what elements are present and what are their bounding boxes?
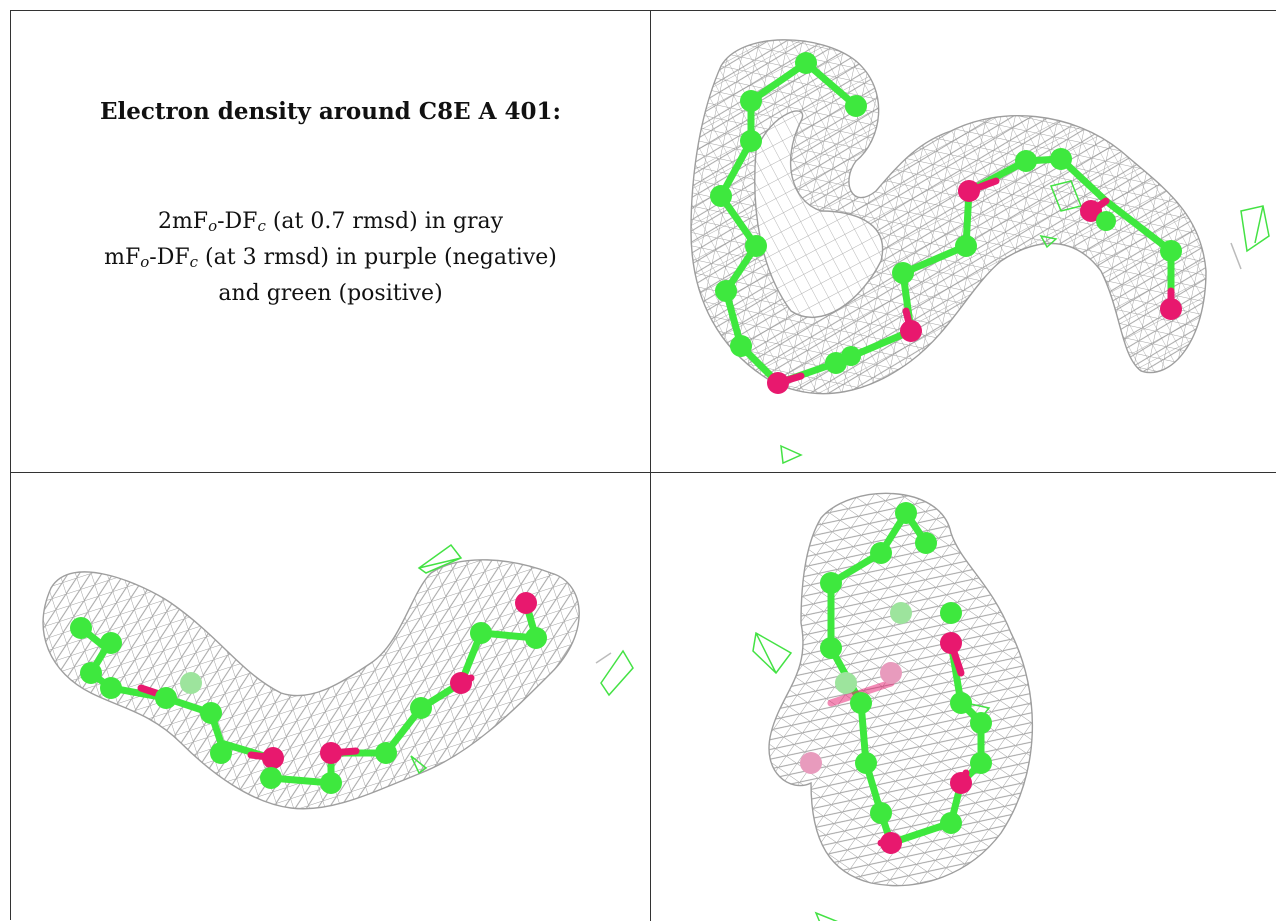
density-view-2 [42, 543, 634, 810]
caption-cell: Electron density around C8E A 401: 2mFo-… [11, 11, 650, 472]
horizontal-divider [11, 472, 1276, 473]
legend-line-2fo: 2mFo-DFc (at 0.7 rmsd) in gray [11, 206, 650, 242]
positive-density [410, 543, 634, 775]
l2b: -DF [149, 245, 190, 270]
gray-mesh [768, 492, 1034, 887]
molecule-model-1 [710, 52, 1182, 394]
legend-line-fo: mFo-DFc (at 3 rmsd) in purple (negative) [11, 242, 650, 278]
l2a: mF [104, 245, 141, 270]
gray-mesh [690, 39, 1207, 395]
caption-title: Electron density around C8E A 401: [100, 98, 561, 125]
bottom-left-view [11, 473, 650, 921]
bottom-right-view [651, 473, 1276, 921]
l2s2: c [189, 253, 199, 271]
l1s2: c [257, 217, 266, 235]
molecule-model-2 [70, 592, 547, 794]
top-right-view [651, 11, 1276, 472]
l1a: 2mF [157, 209, 209, 234]
positive-density [780, 180, 1270, 465]
figure-grid: Electron density around C8E A 401: 2mFo-… [10, 10, 1276, 921]
l1c: (at 0.7 rmsd) in gray [265, 209, 504, 234]
l1s1: o [208, 217, 218, 235]
caption-legend: 2mFo-DFc (at 0.7 rmsd) in gray mFo-DFc (… [11, 206, 650, 309]
density-view-1 [690, 39, 1270, 465]
l2s1: o [140, 253, 150, 271]
vertical-divider [650, 11, 651, 921]
molecule-model-3 [800, 502, 992, 854]
density-view-3 [752, 492, 1034, 921]
gray-mesh [42, 559, 580, 810]
l1b: -DF [217, 209, 258, 234]
legend-line-3: and green (positive) [218, 281, 443, 306]
l2c: (at 3 rmsd) in purple (negative) [198, 245, 557, 270]
